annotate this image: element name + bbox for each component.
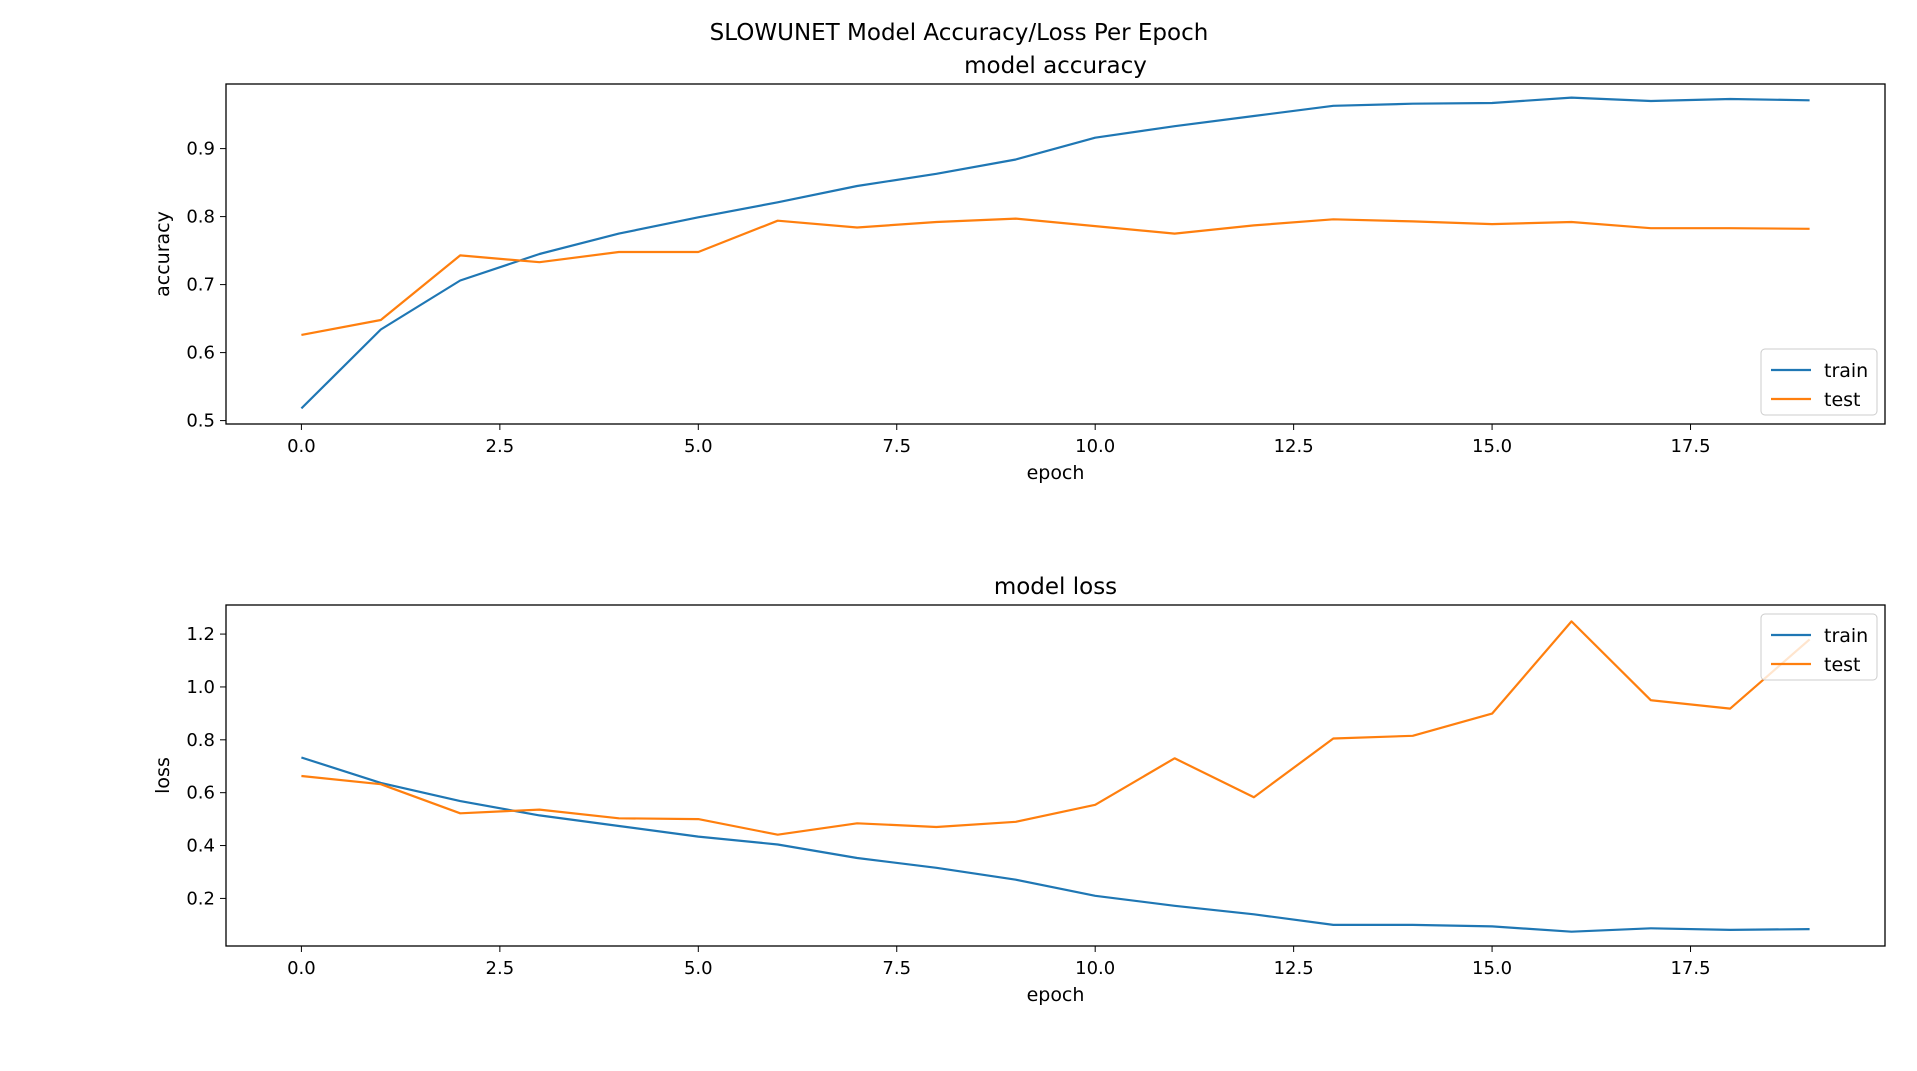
accuracy-title: model accuracy: [964, 53, 1147, 79]
loss-xtick-label: 10.0: [1075, 958, 1115, 979]
accuracy-series-train-line: [300, 96, 1810, 410]
loss-subplot: model loss 0.0 2.5 5.0 7.5 10.0 12.5 15.0 17.5 0.…: [152, 574, 1886, 1006]
accuracy-legend-label-train: train: [1824, 360, 1868, 382]
loss-xtick-label: 15.0: [1472, 958, 1512, 979]
loss-ylabel: loss: [152, 757, 174, 794]
accuracy-ytick-label: 0.5: [186, 411, 215, 432]
loss-legend-label-test: test: [1824, 654, 1861, 676]
loss-ytick-label: 0.6: [186, 783, 215, 804]
accuracy-ytick-label: 0.6: [186, 343, 215, 364]
loss-title: model loss: [994, 574, 1117, 600]
loss-ytick-label: 0.2: [186, 888, 215, 909]
accuracy-xtick-label: 12.5: [1274, 436, 1314, 457]
loss-ytick-label: 0.8: [186, 730, 215, 751]
accuracy-ytick-label: 0.8: [186, 207, 215, 228]
loss-ytick-label: 0.4: [186, 836, 215, 857]
loss-legend: train test: [1760, 613, 1878, 681]
accuracy-ytick-label: 0.7: [186, 275, 215, 296]
accuracy-ylabel: accuracy: [152, 211, 174, 297]
subplots: model accuracy 0.0 2.5 5.0 7.5 10.0 12.5 15.0 17…: [152, 53, 1886, 1006]
loss-series-test-line: [301, 620, 1811, 836]
accuracy-xtick-label: 5.0: [684, 436, 713, 457]
accuracy-ytick-label: 0.9: [186, 139, 215, 160]
loss-xtick-label: 7.5: [882, 958, 911, 979]
loss-xlabel: epoch: [1027, 984, 1085, 1006]
accuracy-xtick-label: 15.0: [1472, 436, 1512, 457]
loss-legend-label-train: train: [1824, 625, 1868, 647]
accuracy-xtick-label: 0.0: [287, 436, 316, 457]
accuracy-xlabel: epoch: [1027, 462, 1085, 484]
loss-xtick-label: 17.5: [1670, 958, 1710, 979]
accuracy-xtick-label: 17.5: [1670, 436, 1710, 457]
accuracy-series-test-line: [301, 217, 1810, 336]
loss-xtick-label: 0.0: [287, 958, 316, 979]
loss-xtick-label: 12.5: [1274, 958, 1314, 979]
loss-xtick-label: 5.0: [684, 958, 713, 979]
loss-xtick-label: 2.5: [486, 958, 515, 979]
accuracy-xtick-label: 7.5: [882, 436, 911, 457]
loss-ytick-label: 1.2: [186, 624, 215, 645]
figure-suptitle: SLOWUNET Model Accuracy/Loss Per Epoch: [710, 20, 1209, 46]
loss-ytick-label: 1.0: [186, 677, 215, 698]
accuracy-legend: train test: [1760, 348, 1878, 416]
accuracy-legend-label-test: test: [1824, 389, 1861, 411]
accuracy-xtick-label: 10.0: [1075, 436, 1115, 457]
accuracy-axes-frame: [225, 83, 1886, 425]
loss-axes-frame: [225, 604, 1886, 947]
accuracy-xtick-label: 2.5: [486, 436, 515, 457]
loss-series-train-line: [301, 756, 1810, 933]
accuracy-subplot: model accuracy 0.0 2.5 5.0 7.5 10.0 12.5 15.0 17…: [152, 53, 1886, 484]
